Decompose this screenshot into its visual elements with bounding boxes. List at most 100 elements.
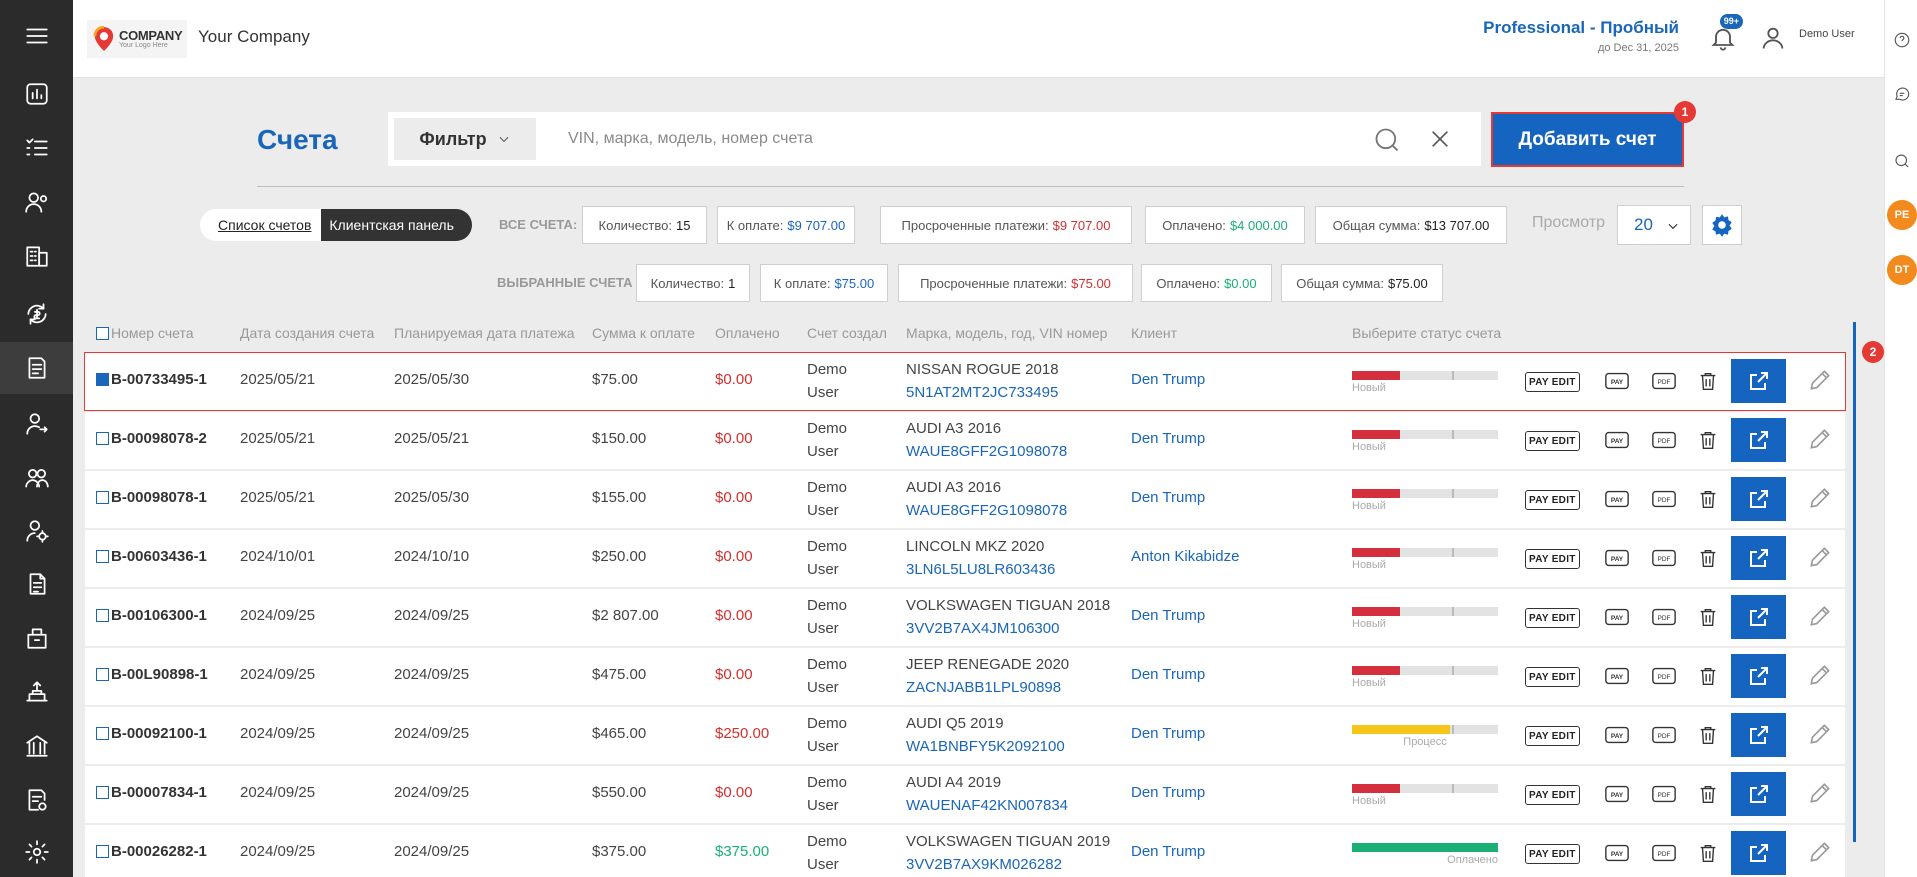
pay-edit-button[interactable]: PAY EDIT — [1525, 431, 1580, 451]
table-row[interactable]: B-00026282-1 2024/09/25 2024/09/25 $375.… — [85, 825, 1845, 877]
trash-icon[interactable] — [1697, 484, 1719, 514]
pay-edit-button[interactable]: PAY EDIT — [1525, 372, 1580, 392]
pay-icon[interactable]: PAY — [1604, 543, 1630, 573]
trash-icon[interactable] — [1697, 543, 1719, 573]
pay-icon[interactable]: PAY — [1604, 425, 1630, 455]
payments-cycle-icon[interactable] — [0, 288, 73, 340]
table-row[interactable]: B-00092100-1 2024/09/25 2024/09/25 $465.… — [85, 707, 1845, 764]
filter-dropdown[interactable]: Фильтр — [394, 118, 536, 160]
menu-icon[interactable] — [0, 10, 73, 62]
pay-edit-button[interactable]: PAY EDIT — [1525, 844, 1580, 864]
pay-icon[interactable]: PAY — [1604, 484, 1630, 514]
pdf-icon[interactable]: PDF — [1651, 484, 1677, 514]
user-settings-icon[interactable] — [0, 505, 73, 557]
row-checkbox[interactable] — [96, 373, 109, 386]
col-created[interactable]: Дата создания счета — [240, 325, 375, 341]
edit-pencil-icon[interactable] — [1807, 780, 1837, 810]
document-icon[interactable] — [0, 558, 73, 610]
row-checkbox[interactable] — [96, 550, 109, 563]
open-external-button[interactable] — [1731, 772, 1786, 816]
vin-link[interactable]: WA1BNBFY5K2092100 — [906, 738, 1065, 755]
avatar-pe[interactable]: PE — [1887, 200, 1917, 230]
col-creator[interactable]: Счет создал — [807, 325, 887, 341]
open-external-button[interactable] — [1731, 359, 1786, 403]
invoice-number[interactable]: B-00092100-1 — [111, 725, 207, 742]
edit-pencil-icon[interactable] — [1807, 426, 1837, 456]
table-row[interactable]: B-00733495-1 2025/05/21 2025/05/30 $75.0… — [84, 352, 1846, 411]
vin-link[interactable]: ZACNJABB1LPL90898 — [906, 679, 1062, 696]
search-input[interactable] — [568, 124, 1388, 154]
table-settings-button[interactable] — [1702, 205, 1742, 245]
table-row[interactable]: B-00098078-2 2025/05/21 2025/05/21 $150.… — [85, 412, 1845, 469]
open-external-button[interactable] — [1731, 536, 1786, 580]
pay-edit-button[interactable]: PAY EDIT — [1525, 726, 1580, 746]
open-external-button[interactable] — [1731, 595, 1786, 639]
client-link[interactable]: Den Trump — [1131, 725, 1206, 742]
col-paid[interactable]: Оплачено — [715, 325, 780, 341]
invoice-number[interactable]: B-00026282-1 — [111, 843, 207, 860]
invoice-number[interactable]: B-00603436-1 — [111, 548, 207, 565]
table-row[interactable]: B-00603436-1 2024/10/01 2024/10/10 $250.… — [85, 530, 1845, 587]
pdf-icon[interactable]: PDF — [1651, 720, 1677, 750]
status-selector[interactable]: Оплачено — [1352, 843, 1498, 866]
edit-pencil-icon[interactable] — [1807, 367, 1837, 397]
pay-icon[interactable]: PAY — [1604, 602, 1630, 632]
row-checkbox[interactable] — [96, 609, 109, 622]
vin-link[interactable]: 3VV2B7AX9KM026282 — [906, 856, 1062, 873]
user-avatar-icon[interactable] — [1759, 24, 1789, 54]
client-link[interactable]: Den Trump — [1131, 371, 1206, 388]
scrollbar[interactable] — [1853, 322, 1856, 842]
row-checkbox[interactable] — [96, 668, 109, 681]
company-logo[interactable]: COMPANY Your Logo Here — [87, 20, 187, 58]
settings-gear-icon[interactable] — [0, 826, 73, 877]
table-row[interactable]: B-00L90898-1 2024/09/25 2024/09/25 $475.… — [85, 648, 1845, 705]
pdf-icon[interactable]: PDF — [1651, 602, 1677, 632]
pay-edit-button[interactable]: PAY EDIT — [1525, 785, 1580, 805]
vin-link[interactable]: 3LN6L5LU8LR603436 — [906, 561, 1056, 578]
client-link[interactable]: Den Trump — [1131, 430, 1206, 447]
chat-icon[interactable] — [1887, 79, 1917, 109]
task-list-icon[interactable] — [0, 122, 73, 174]
pay-edit-button[interactable]: PAY EDIT — [1525, 667, 1580, 687]
trash-icon[interactable] — [1697, 661, 1719, 691]
vin-link[interactable]: 5N1AT2MT2JC733495 — [906, 384, 1059, 401]
bank-icon[interactable] — [0, 720, 73, 772]
edit-pencil-icon[interactable] — [1807, 662, 1837, 692]
edit-pencil-icon[interactable] — [1807, 544, 1837, 574]
pdf-icon[interactable]: PDF — [1651, 779, 1677, 809]
pay-icon[interactable]: PAY — [1604, 661, 1630, 691]
edit-pencil-icon[interactable] — [1807, 721, 1837, 751]
vin-link[interactable]: WAUE8GFF2G1098078 — [906, 502, 1068, 519]
table-row[interactable]: B-00106300-1 2024/09/25 2024/09/25 $2 80… — [85, 589, 1845, 646]
page-size-select[interactable]: 20 — [1617, 205, 1691, 245]
col-client[interactable]: Клиент — [1131, 325, 1178, 341]
trash-icon[interactable] — [1697, 602, 1719, 632]
pay-icon[interactable]: PAY — [1604, 720, 1630, 750]
pdf-icon[interactable]: PDF — [1651, 661, 1677, 691]
edit-pencil-icon[interactable] — [1807, 485, 1837, 515]
open-external-button[interactable] — [1731, 654, 1786, 698]
status-selector[interactable]: Новый — [1352, 607, 1498, 630]
dashboard-icon[interactable] — [0, 68, 73, 120]
col-planned[interactable]: Планируемая дата платежа — [394, 325, 575, 341]
customers-icon[interactable] — [0, 176, 73, 228]
invoice-number[interactable]: B-00106300-1 — [111, 607, 207, 624]
row-checkbox[interactable] — [96, 432, 109, 445]
team-icon[interactable] — [0, 452, 73, 504]
client-link[interactable]: Den Trump — [1131, 607, 1206, 624]
open-external-button[interactable] — [1731, 831, 1786, 875]
table-row[interactable]: B-00007834-1 2024/09/25 2024/09/25 $550.… — [85, 766, 1845, 823]
col-vehicle[interactable]: Марка, модель, год, VIN номер — [906, 325, 1108, 341]
select-all-checkbox[interactable] — [96, 327, 109, 340]
avatar-dt[interactable]: DT — [1887, 255, 1917, 285]
pdf-icon[interactable]: PDF — [1651, 366, 1677, 396]
invoices-icon[interactable] — [0, 342, 73, 394]
pay-edit-button[interactable]: PAY EDIT — [1525, 490, 1580, 510]
help-icon[interactable] — [1887, 25, 1917, 55]
status-selector[interactable]: Новый — [1352, 371, 1498, 394]
invoice-number[interactable]: B-00098078-2 — [111, 430, 207, 447]
pay-edit-button[interactable]: PAY EDIT — [1525, 608, 1580, 628]
row-checkbox[interactable] — [96, 727, 109, 740]
status-selector[interactable]: Новый — [1352, 430, 1498, 453]
client-link[interactable]: Anton Kikabidze — [1131, 548, 1240, 565]
